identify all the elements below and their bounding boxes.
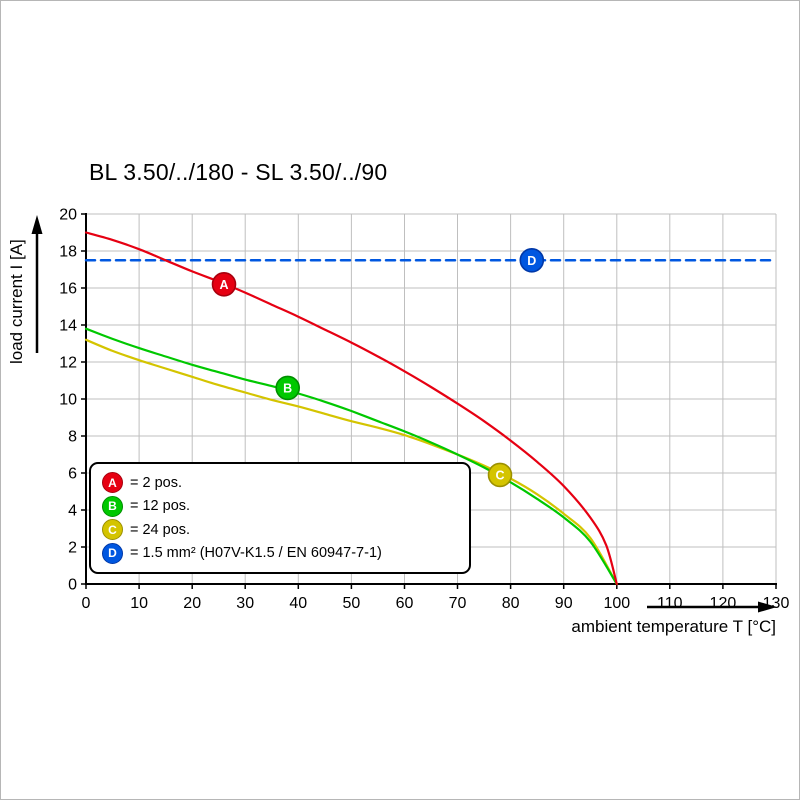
curve-c <box>84 338 618 586</box>
y-tick-label-6: 6 <box>68 466 77 483</box>
y-tick-label-18: 18 <box>59 244 77 261</box>
x-tick-label-100: 100 <box>603 595 630 612</box>
legend-label-a: = 2 pos. <box>130 474 182 491</box>
y-axis-arrow-icon <box>31 215 43 234</box>
legend-label-b: = 12 pos. <box>130 498 191 515</box>
y-tick-label-10: 10 <box>59 392 77 409</box>
y-tick-label-14: 14 <box>59 318 77 335</box>
legend-label-c: = 24 pos. <box>130 521 191 538</box>
y-tick-label-4: 4 <box>68 503 77 520</box>
x-tick-label-30: 30 <box>236 595 254 612</box>
x-tick-label-50: 50 <box>343 595 361 612</box>
x-tick-label-20: 20 <box>183 595 201 612</box>
marker-c-icon <box>487 462 513 488</box>
chart-title: BL 3.50/../180 - SL 3.50/../90 <box>89 159 388 185</box>
curve-a <box>84 231 618 586</box>
legend-marker-b-icon: B <box>102 495 123 517</box>
curve-b <box>84 327 618 586</box>
legend-item-c: C = 24 pos. <box>102 519 458 541</box>
marker-letter-d: D <box>527 254 536 268</box>
y-axis-label: load current I [A] <box>7 239 26 364</box>
marker-d-icon <box>519 247 545 273</box>
x-tick-label-110: 110 <box>657 595 683 612</box>
x-tick-label-80: 80 <box>502 595 520 612</box>
x-tick-label-120: 120 <box>710 595 737 612</box>
y-tick-label-12: 12 <box>59 355 77 372</box>
legend-label-d: = 1.5 mm² (H07V-K1.5 / EN 60947-7-1) <box>130 545 382 562</box>
marker-letter-c: C <box>495 468 504 482</box>
x-axis-arrow-icon <box>758 601 777 613</box>
marker-letter-a: A <box>219 278 228 292</box>
legend-item-a: A = 2 pos. <box>102 472 458 493</box>
x-tick-label-60: 60 <box>396 595 414 612</box>
legend-item-d: D = 1.5 mm² (H07V-K1.5 / EN 60947-7-1) <box>102 542 458 564</box>
x-tick-label-10: 10 <box>130 595 148 612</box>
x-axis-label: ambient temperature T [°C] <box>571 617 776 636</box>
x-tick-label-90: 90 <box>555 595 573 612</box>
y-tick-label-0: 0 <box>68 577 77 594</box>
legend-marker-d-icon: D <box>102 542 123 564</box>
legend: A = 2 pos. B = 12 pos. C = 24 pos. D = 1.5 mm² … <box>89 462 471 574</box>
marker-b-icon <box>275 375 301 401</box>
y-tick-label-8: 8 <box>68 429 77 446</box>
y-tick-label-16: 16 <box>59 281 77 298</box>
marker-a-icon <box>211 271 237 297</box>
x-tick-label-40: 40 <box>289 595 307 612</box>
legend-marker-c-icon: C <box>102 519 123 541</box>
x-tick-label-70: 70 <box>449 595 467 612</box>
y-tick-label-2: 2 <box>68 540 77 557</box>
x-tick-label-0: 0 <box>82 595 91 612</box>
legend-item-b: B = 12 pos. <box>102 495 458 517</box>
legend-marker-a-icon: A <box>102 472 123 493</box>
y-tick-label-20: 20 <box>59 207 77 224</box>
marker-letter-b: B <box>283 381 292 395</box>
